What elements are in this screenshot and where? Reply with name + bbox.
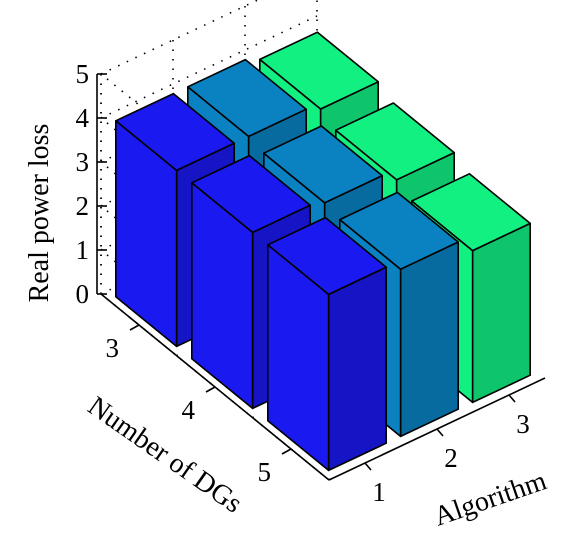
algorithm-tick-label: 2 bbox=[444, 443, 458, 473]
bar-top-face bbox=[258, 31, 380, 110]
algorithm-tick bbox=[508, 394, 516, 403]
y-axis-label: Number of DGs bbox=[82, 391, 248, 520]
algorithm-tick bbox=[436, 428, 444, 437]
dg-tick-label: 4 bbox=[182, 395, 196, 425]
algorithm-tick-label: 3 bbox=[516, 409, 530, 439]
dg-tick-label: 5 bbox=[258, 457, 272, 487]
dg-tick bbox=[205, 386, 216, 393]
dg-tick bbox=[129, 324, 140, 331]
z-tick-label: 1 bbox=[76, 235, 90, 265]
algorithm-tick-label: 1 bbox=[372, 477, 386, 507]
z-tick-label: 5 bbox=[76, 59, 90, 89]
bar-top-face bbox=[334, 102, 456, 181]
bar-front-face bbox=[471, 222, 532, 404]
z-tick-label: 2 bbox=[76, 191, 90, 221]
bar-top-face bbox=[191, 154, 312, 234]
bar-front-face bbox=[399, 241, 460, 438]
axis-layer bbox=[96, 73, 546, 481]
bar-top-face bbox=[115, 92, 235, 172]
dg-tick bbox=[281, 448, 292, 455]
z-tick-label: 4 bbox=[76, 103, 90, 133]
bar-front-face bbox=[327, 266, 388, 472]
z-tick-label: 3 bbox=[76, 147, 90, 177]
bar-top-face bbox=[338, 191, 460, 271]
z-axis-label: Real power loss bbox=[24, 124, 55, 303]
bar-top-face bbox=[410, 173, 532, 252]
x-axis-label: Algorithm bbox=[430, 465, 551, 532]
bar-top-face bbox=[266, 216, 388, 296]
algorithm-tick bbox=[364, 462, 372, 471]
bar-top-face bbox=[187, 58, 308, 138]
bar bbox=[266, 216, 388, 472]
bars-layer bbox=[115, 31, 532, 472]
z-tick-label: 0 bbox=[76, 279, 90, 309]
dg-tick-label: 3 bbox=[106, 333, 120, 363]
bar-top-face bbox=[262, 125, 384, 204]
